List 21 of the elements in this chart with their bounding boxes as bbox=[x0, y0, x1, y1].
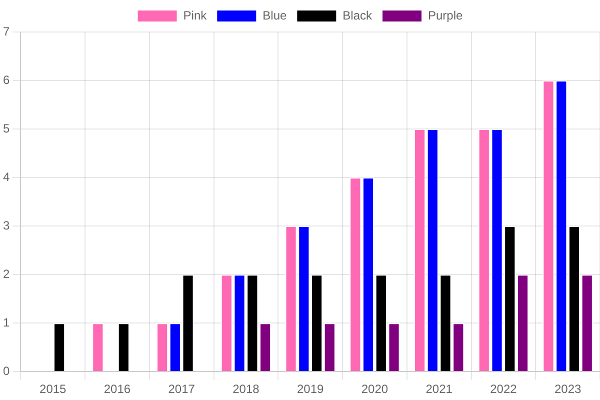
y-tick-label: 5 bbox=[2, 121, 10, 136]
x-tick-label: 2015 bbox=[40, 382, 67, 396]
x-tick-label: 2019 bbox=[296, 382, 324, 396]
y-tick-label: 3 bbox=[2, 218, 10, 232]
x-tick-label: 2020 bbox=[361, 382, 388, 396]
y-tick-label: 0 bbox=[2, 364, 10, 378]
x-tick-label: 2023 bbox=[554, 382, 582, 396]
legend-label: Blue bbox=[262, 8, 287, 22]
legend-label: Black bbox=[342, 8, 374, 22]
y-tick-label: 2 bbox=[2, 266, 10, 281]
y-tick-label: 1 bbox=[2, 315, 10, 330]
y-tick-label: 6 bbox=[2, 72, 10, 87]
legend-label: Pink bbox=[183, 8, 208, 22]
y-tick-label: 7 bbox=[2, 24, 10, 38]
x-tick-label: 2018 bbox=[232, 382, 260, 396]
legend-label: Purple bbox=[428, 8, 464, 22]
x-tick-label: 2021 bbox=[426, 382, 453, 396]
x-tick-label: 2022 bbox=[490, 382, 518, 396]
x-tick-label: 2017 bbox=[168, 382, 196, 396]
y-tick-label: 4 bbox=[2, 170, 10, 184]
x-tick-label: 2016 bbox=[104, 382, 131, 396]
